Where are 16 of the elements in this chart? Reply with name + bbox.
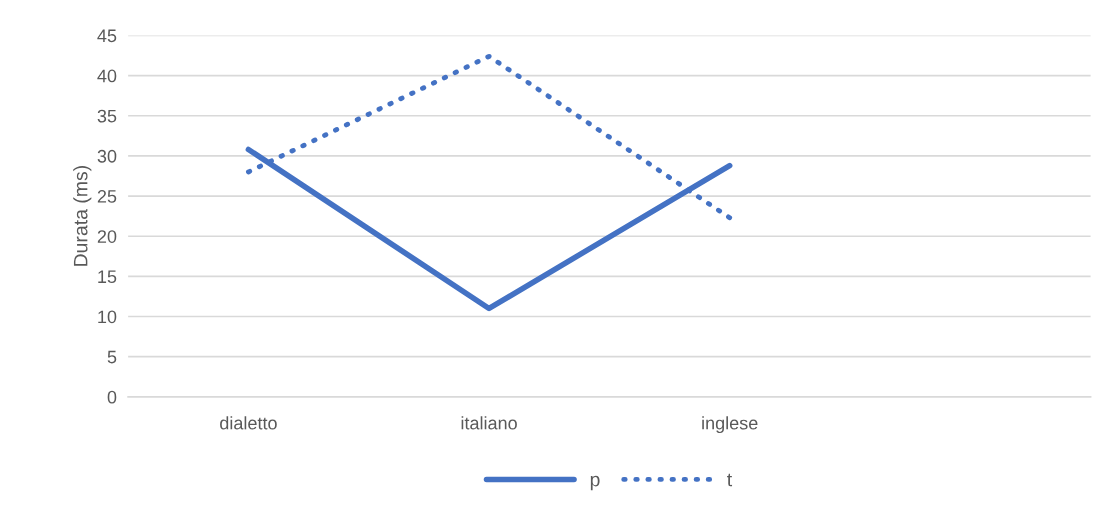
y-axis-title: Durata (ms)	[73, 166, 92, 266]
legend-label: t	[727, 473, 733, 487]
y-tick-label: 15	[98, 270, 117, 284]
y-tick-label: 10	[98, 310, 117, 324]
y-tick-label: 0	[107, 390, 117, 404]
y-tick-label: 30	[97, 149, 117, 163]
y-tick-label: 20	[97, 230, 117, 243]
x-tick-label: dialetto	[220, 416, 277, 430]
y-tick-label: 45	[97, 29, 117, 43]
x-tick-label: italiano	[461, 416, 517, 430]
y-tick-label: 40	[97, 69, 117, 83]
y-tick-label: 25	[97, 190, 117, 203]
x-tick-label: inglese	[702, 416, 758, 434]
y-tick-label: 35	[97, 109, 117, 123]
y-tick-label: 5	[107, 350, 117, 364]
legend-label: p	[590, 475, 600, 491]
